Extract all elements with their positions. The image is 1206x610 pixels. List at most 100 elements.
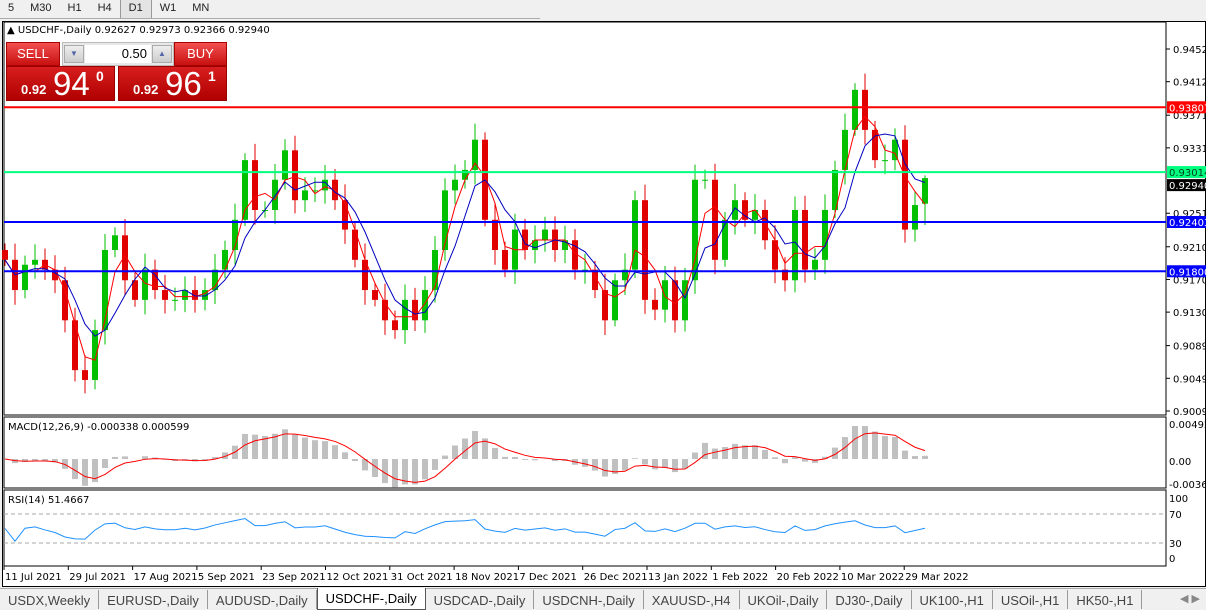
candle-body xyxy=(132,280,138,300)
macd-histogram-bar xyxy=(892,436,898,459)
symbol-tab[interactable]: XAUUSD-,H4 xyxy=(644,590,740,609)
lot-increase-arrow-icon[interactable]: ▲ xyxy=(152,45,172,63)
buy-button[interactable]: BUY xyxy=(174,42,227,66)
candle-body xyxy=(182,290,188,300)
tab-scroll-arrows-icon[interactable]: ◀ ▶ xyxy=(1180,593,1200,605)
macd-histogram-bar xyxy=(902,450,908,459)
timeframe-mn[interactable]: MN xyxy=(192,2,210,14)
symbol-tab[interactable]: USDCAD-,Daily xyxy=(426,590,535,609)
macd-histogram-bar xyxy=(712,448,718,459)
macd-histogram-bar xyxy=(442,455,448,459)
macd-histogram-bar xyxy=(812,459,818,463)
level-price-tag xyxy=(1167,101,1206,114)
candle-body xyxy=(312,190,318,192)
date-tick-label: 13 Jan 2022 xyxy=(648,572,708,583)
macd-histogram-bar xyxy=(52,459,58,463)
symbol-tab[interactable]: UK100-,H1 xyxy=(912,590,993,609)
date-tick-label: 10 Mar 2022 xyxy=(841,572,904,583)
candle-body xyxy=(672,280,678,321)
macd-histogram-bar xyxy=(372,459,378,478)
macd-histogram-bar xyxy=(662,459,668,468)
macd-histogram-bar xyxy=(792,457,798,459)
macd-panel-frame xyxy=(3,416,1167,489)
macd-histogram-bar xyxy=(732,443,738,459)
macd-histogram-bar xyxy=(582,459,588,467)
candle-body xyxy=(242,160,248,220)
macd-histogram-bar xyxy=(92,459,98,483)
symbol-tab[interactable]: USDX,Weekly xyxy=(0,590,100,609)
macd-histogram-bar xyxy=(222,452,228,459)
macd-histogram-bar xyxy=(612,459,618,474)
macd-histogram-bar xyxy=(682,459,688,469)
candle-body xyxy=(62,280,68,321)
lot-decrease-arrow-icon[interactable]: ▼ xyxy=(64,45,84,63)
timeframe-m30[interactable]: M30 xyxy=(30,2,52,14)
lot-size-input[interactable]: 0.50 xyxy=(85,45,151,63)
macd-histogram-bar xyxy=(852,426,858,459)
candle-body xyxy=(52,269,58,281)
timeframe-w1[interactable]: W1 xyxy=(159,2,177,14)
macd-histogram-bar xyxy=(62,459,68,469)
candle-body xyxy=(302,190,308,201)
symbol-tab[interactable]: UKOil-,Daily xyxy=(740,590,828,609)
date-tick-label: 29 Jul 2021 xyxy=(69,572,126,583)
level-price-label: 0.93014 xyxy=(1169,168,1206,179)
macd-histogram-bar xyxy=(342,452,348,459)
date-tick-label: 18 Nov 2021 xyxy=(455,572,519,583)
macd-histogram-bar xyxy=(752,445,758,459)
candle-body xyxy=(222,250,228,270)
macd-histogram-bar xyxy=(632,458,638,459)
candle-body xyxy=(402,299,408,331)
macd-histogram-bar xyxy=(602,459,608,477)
ma-fast-line xyxy=(4,115,926,361)
candle-body xyxy=(542,229,548,241)
one-click-trading-panel: SELL ▼ 0.50 ▲ BUY 0.92 94 0 0.92 96 1 xyxy=(6,42,227,102)
symbol-tab[interactable]: DJ30-,Daily xyxy=(827,590,912,609)
candle-body xyxy=(462,169,468,180)
date-tick-label: 20 Feb 2022 xyxy=(777,572,839,583)
timeframe-5[interactable]: 5 xyxy=(8,2,15,14)
timeframe-d1[interactable]: D1 xyxy=(119,0,152,18)
candle-body xyxy=(722,219,728,260)
candle-body xyxy=(692,179,698,281)
buy-price-big: 96 xyxy=(165,65,202,102)
candle-body xyxy=(32,259,38,265)
level-price-tag xyxy=(1167,166,1206,179)
candle-body xyxy=(112,235,118,251)
macd-histogram-bar xyxy=(642,459,648,465)
macd-histogram-bar xyxy=(482,438,488,459)
candle-body xyxy=(372,290,378,300)
sell-button[interactable]: SELL xyxy=(6,42,60,66)
candle-body xyxy=(622,269,628,281)
candle-body xyxy=(22,264,28,291)
candle-body xyxy=(862,89,868,130)
candle-body xyxy=(532,240,538,251)
candle-body xyxy=(762,209,768,241)
candle-body xyxy=(152,269,158,291)
symbol-tab[interactable]: EURUSD-,Daily xyxy=(99,590,208,609)
collapse-triangle-icon[interactable]: ▲ xyxy=(7,25,15,36)
candle-body xyxy=(382,299,388,321)
rsi-tick-label: 30 xyxy=(1169,539,1182,550)
timeframe-h1[interactable]: H1 xyxy=(67,2,82,14)
symbol-tab[interactable]: HK50-,H1 xyxy=(1068,590,1143,609)
symbol-tab[interactable]: USOil-,H1 xyxy=(993,590,1069,609)
timeframe-h4[interactable]: H4 xyxy=(97,2,112,14)
buy-price[interactable]: 0.92 96 1 xyxy=(118,65,227,102)
symbol-tab[interactable]: USDCHF-,Daily xyxy=(316,588,426,610)
candle-body xyxy=(502,250,508,270)
symbol-tab[interactable]: AUDUSD-,Daily xyxy=(208,590,317,609)
macd-histogram-bar xyxy=(912,456,918,459)
level-price-label: 0.93807 xyxy=(1169,103,1206,114)
level-price-tag xyxy=(1167,215,1206,228)
macd-histogram-bar xyxy=(212,457,218,459)
symbol-tab[interactable]: USDCNH-,Daily xyxy=(534,590,644,609)
date-tick-label: 26 Dec 2021 xyxy=(584,572,648,583)
sell-price[interactable]: 0.92 94 0 xyxy=(6,65,115,102)
chart-title: ▲ USDCHF-,Daily 0.92627 0.92973 0.92366 … xyxy=(7,25,270,36)
lot-size-stepper[interactable]: ▼ 0.50 ▲ xyxy=(62,42,174,66)
